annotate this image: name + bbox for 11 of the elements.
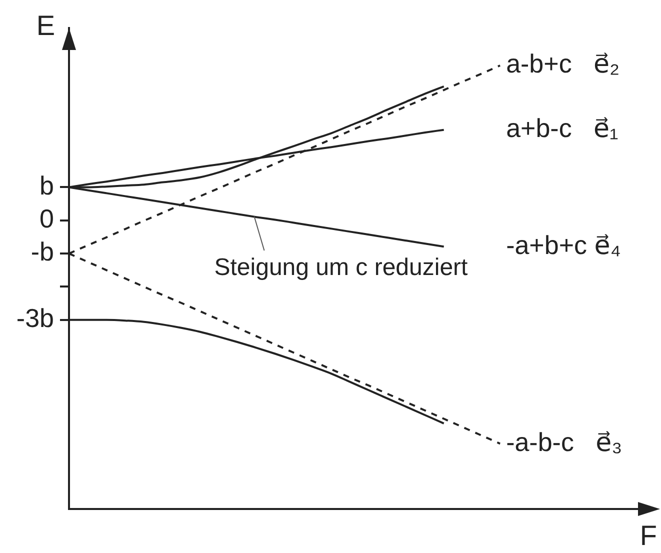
y-tick-label: 0 [40, 204, 54, 234]
text: a+b-c e⃗₁ [506, 113, 618, 144]
text: -a+b+c e⃗₄ [506, 230, 621, 260]
series-label: -a-b-c e⃗₃ [506, 426, 622, 457]
y-tick-label: -b [30, 236, 54, 267]
annotation: Steigung um c reduziert [214, 254, 468, 282]
x-axis-title: F [640, 520, 657, 551]
y-tick-label: b [40, 170, 54, 200]
y-tick-label: -3b [16, 303, 54, 334]
y-axis-title: E [36, 10, 55, 41]
series-label: a-b+c e⃗₂ [506, 48, 620, 79]
